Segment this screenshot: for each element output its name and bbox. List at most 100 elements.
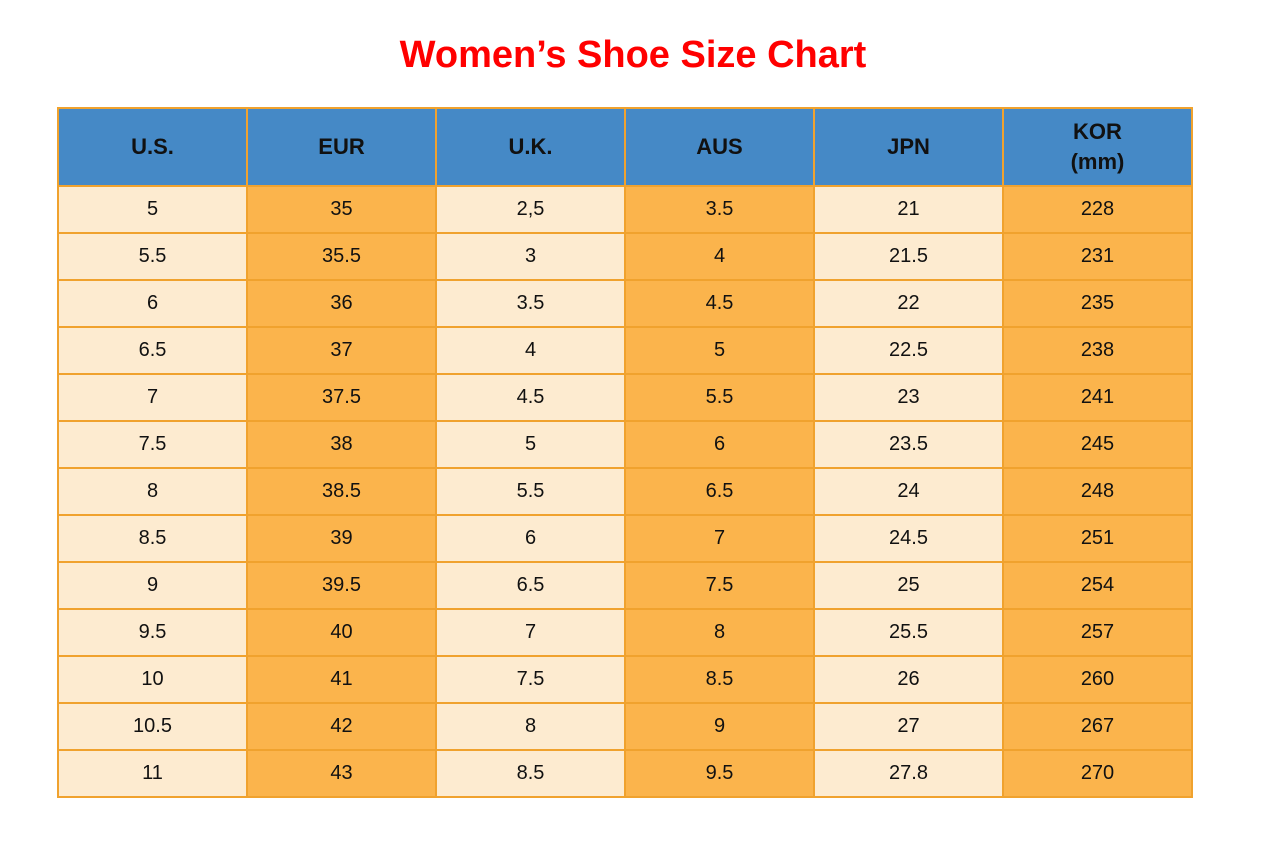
- cell-us: 9: [57, 561, 248, 610]
- cell-kor: 241: [1002, 373, 1193, 422]
- cell-eur: 36: [246, 279, 437, 328]
- cell-jpn: 25.5: [813, 608, 1004, 657]
- cell-jpn: 23: [813, 373, 1004, 422]
- cell-jpn: 27: [813, 702, 1004, 751]
- table-row: 8 38.5 5.5 6.5 24 248: [57, 467, 1193, 516]
- column-header-kor: KOR (mm): [1002, 107, 1193, 187]
- table-row: 11 43 8.5 9.5 27.8 270: [57, 749, 1193, 798]
- cell-kor: 235: [1002, 279, 1193, 328]
- cell-aus: 5: [624, 326, 815, 375]
- cell-eur: 35.5: [246, 232, 437, 281]
- cell-kor: 248: [1002, 467, 1193, 516]
- cell-uk: 3.5: [435, 279, 626, 328]
- cell-kor: 267: [1002, 702, 1193, 751]
- column-header-us: U.S.: [57, 107, 248, 187]
- cell-us: 10.5: [57, 702, 248, 751]
- cell-eur: 40: [246, 608, 437, 657]
- page-title: Women’s Shoe Size Chart: [399, 34, 867, 76]
- cell-uk: 3: [435, 232, 626, 281]
- cell-aus: 9.5: [624, 749, 815, 798]
- cell-kor: 257: [1002, 608, 1193, 657]
- cell-uk: 7: [435, 608, 626, 657]
- cell-aus: 5.5: [624, 373, 815, 422]
- cell-us: 6: [57, 279, 248, 328]
- cell-us: 8.5: [57, 514, 248, 563]
- cell-eur: 39.5: [246, 561, 437, 610]
- cell-us: 5.5: [57, 232, 248, 281]
- cell-aus: 7.5: [624, 561, 815, 610]
- cell-uk: 5.5: [435, 467, 626, 516]
- cell-aus: 4: [624, 232, 815, 281]
- table-row: 9 39.5 6.5 7.5 25 254: [57, 561, 1193, 610]
- cell-us: 8: [57, 467, 248, 516]
- cell-aus: 8.5: [624, 655, 815, 704]
- cell-jpn: 24.5: [813, 514, 1004, 563]
- cell-us: 11: [57, 749, 248, 798]
- cell-us: 7.5: [57, 420, 248, 469]
- table-row: 10.5 42 8 9 27 267: [57, 702, 1193, 751]
- cell-uk: 7.5: [435, 655, 626, 704]
- table-row: 6.5 37 4 5 22.5 238: [57, 326, 1193, 375]
- cell-aus: 7: [624, 514, 815, 563]
- cell-kor: 254: [1002, 561, 1193, 610]
- cell-jpn: 27.8: [813, 749, 1004, 798]
- table-row: 7.5 38 5 6 23.5 245: [57, 420, 1193, 469]
- cell-eur: 42: [246, 702, 437, 751]
- cell-jpn: 22: [813, 279, 1004, 328]
- cell-us: 9.5: [57, 608, 248, 657]
- cell-eur: 35: [246, 185, 437, 234]
- cell-uk: 4.5: [435, 373, 626, 422]
- table-row: 8.5 39 6 7 24.5 251: [57, 514, 1193, 563]
- cell-uk: 5: [435, 420, 626, 469]
- cell-aus: 9: [624, 702, 815, 751]
- cell-aus: 6: [624, 420, 815, 469]
- cell-kor: 260: [1002, 655, 1193, 704]
- cell-jpn: 24: [813, 467, 1004, 516]
- cell-us: 10: [57, 655, 248, 704]
- table-row: 5.5 35.5 3 4 21.5 231: [57, 232, 1193, 281]
- cell-eur: 39: [246, 514, 437, 563]
- cell-kor: 251: [1002, 514, 1193, 563]
- cell-aus: 8: [624, 608, 815, 657]
- cell-eur: 37.5: [246, 373, 437, 422]
- column-header-eur: EUR: [246, 107, 437, 187]
- cell-jpn: 25: [813, 561, 1004, 610]
- cell-jpn: 23.5: [813, 420, 1004, 469]
- header-row: U.S. EUR U.K. AUS JPN KOR (mm): [57, 107, 1193, 187]
- column-header-jpn: JPN: [813, 107, 1004, 187]
- column-header-uk: U.K.: [435, 107, 626, 187]
- table-row: 9.5 40 7 8 25.5 257: [57, 608, 1193, 657]
- cell-us: 7: [57, 373, 248, 422]
- cell-jpn: 26: [813, 655, 1004, 704]
- cell-eur: 37: [246, 326, 437, 375]
- cell-uk: 6: [435, 514, 626, 563]
- cell-eur: 43: [246, 749, 437, 798]
- cell-kor: 228: [1002, 185, 1193, 234]
- cell-us: 5: [57, 185, 248, 234]
- size-table-body: 5 35 2,5 3.5 21 228 5.5 35.5 3 4 21.5 231 6 36 3.5 4.5 2…: [57, 185, 1193, 798]
- cell-jpn: 21.5: [813, 232, 1004, 281]
- table-row: 6 36 3.5 4.5 22 235: [57, 279, 1193, 328]
- table-row: 5 35 2,5 3.5 21 228: [57, 185, 1193, 234]
- cell-uk: 4: [435, 326, 626, 375]
- column-header-aus: AUS: [624, 107, 815, 187]
- cell-uk: 6.5: [435, 561, 626, 610]
- cell-aus: 3.5: [624, 185, 815, 234]
- cell-aus: 4.5: [624, 279, 815, 328]
- cell-uk: 8.5: [435, 749, 626, 798]
- cell-kor: 270: [1002, 749, 1193, 798]
- cell-aus: 6.5: [624, 467, 815, 516]
- cell-uk: 8: [435, 702, 626, 751]
- cell-us: 6.5: [57, 326, 248, 375]
- shoe-size-table: U.S. EUR U.K. AUS JPN KOR (mm) 5 35 2,5 3.5…: [57, 107, 1193, 798]
- cell-kor: 245: [1002, 420, 1193, 469]
- cell-eur: 38.5: [246, 467, 437, 516]
- cell-jpn: 22.5: [813, 326, 1004, 375]
- cell-kor: 238: [1002, 326, 1193, 375]
- size-table-head: U.S. EUR U.K. AUS JPN KOR (mm): [57, 107, 1193, 187]
- table-row: 10 41 7.5 8.5 26 260: [57, 655, 1193, 704]
- cell-eur: 38: [246, 420, 437, 469]
- cell-jpn: 21: [813, 185, 1004, 234]
- cell-kor: 231: [1002, 232, 1193, 281]
- cell-eur: 41: [246, 655, 437, 704]
